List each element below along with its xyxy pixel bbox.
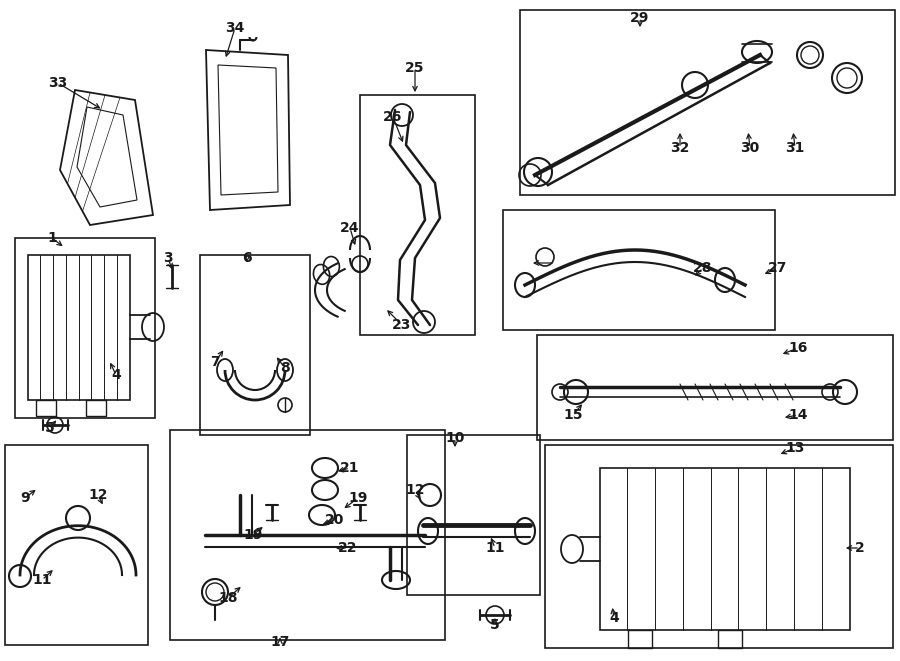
Text: 11: 11	[485, 541, 505, 555]
Bar	[628, 630, 652, 648]
Text: 34: 34	[225, 21, 245, 35]
Text: 18: 18	[218, 591, 238, 605]
Bar	[28, 255, 130, 400]
Bar	[5, 445, 148, 645]
Text: 33: 33	[49, 76, 68, 90]
Text: 6: 6	[242, 251, 252, 265]
Text: 12: 12	[88, 488, 108, 502]
Bar	[537, 335, 893, 440]
Text: 25: 25	[405, 61, 425, 75]
Bar	[15, 238, 155, 418]
Text: 5: 5	[491, 618, 500, 632]
Bar	[503, 210, 775, 330]
Text: 13: 13	[786, 441, 805, 455]
Bar	[200, 255, 310, 435]
Text: 20: 20	[325, 513, 345, 527]
Text: 1: 1	[47, 231, 57, 245]
Text: 3: 3	[163, 251, 173, 265]
Text: 15: 15	[563, 408, 583, 422]
Text: 9: 9	[20, 491, 30, 505]
Text: 28: 28	[693, 261, 713, 275]
Bar	[170, 430, 445, 640]
Text: 24: 24	[340, 221, 360, 235]
Text: 19: 19	[243, 528, 263, 542]
Text: 4: 4	[609, 611, 619, 625]
Text: 26: 26	[383, 110, 402, 124]
Text: 16: 16	[788, 341, 807, 355]
Bar	[36, 400, 56, 416]
Text: 29: 29	[630, 11, 650, 25]
Text: 11: 11	[32, 573, 52, 587]
Text: 32: 32	[670, 141, 689, 155]
Text: 10: 10	[446, 431, 464, 445]
Text: 4: 4	[111, 368, 121, 382]
Bar	[520, 10, 895, 195]
Text: 23: 23	[392, 318, 411, 332]
Text: 8: 8	[280, 361, 290, 375]
Bar	[360, 95, 475, 335]
Text: 27: 27	[769, 261, 788, 275]
Text: 19: 19	[348, 491, 368, 505]
Text: 17: 17	[270, 635, 290, 649]
Bar	[718, 630, 742, 648]
Bar	[600, 468, 850, 630]
Text: 2: 2	[855, 541, 865, 555]
Bar	[86, 400, 106, 416]
Text: 5: 5	[45, 421, 55, 435]
Text: 21: 21	[340, 461, 360, 475]
Bar	[545, 445, 893, 648]
Bar	[407, 435, 540, 595]
Text: 31: 31	[786, 141, 805, 155]
Text: 14: 14	[788, 408, 808, 422]
Text: 30: 30	[741, 141, 760, 155]
Text: 12: 12	[405, 483, 425, 497]
Text: 7: 7	[211, 355, 220, 369]
Text: 22: 22	[338, 541, 358, 555]
